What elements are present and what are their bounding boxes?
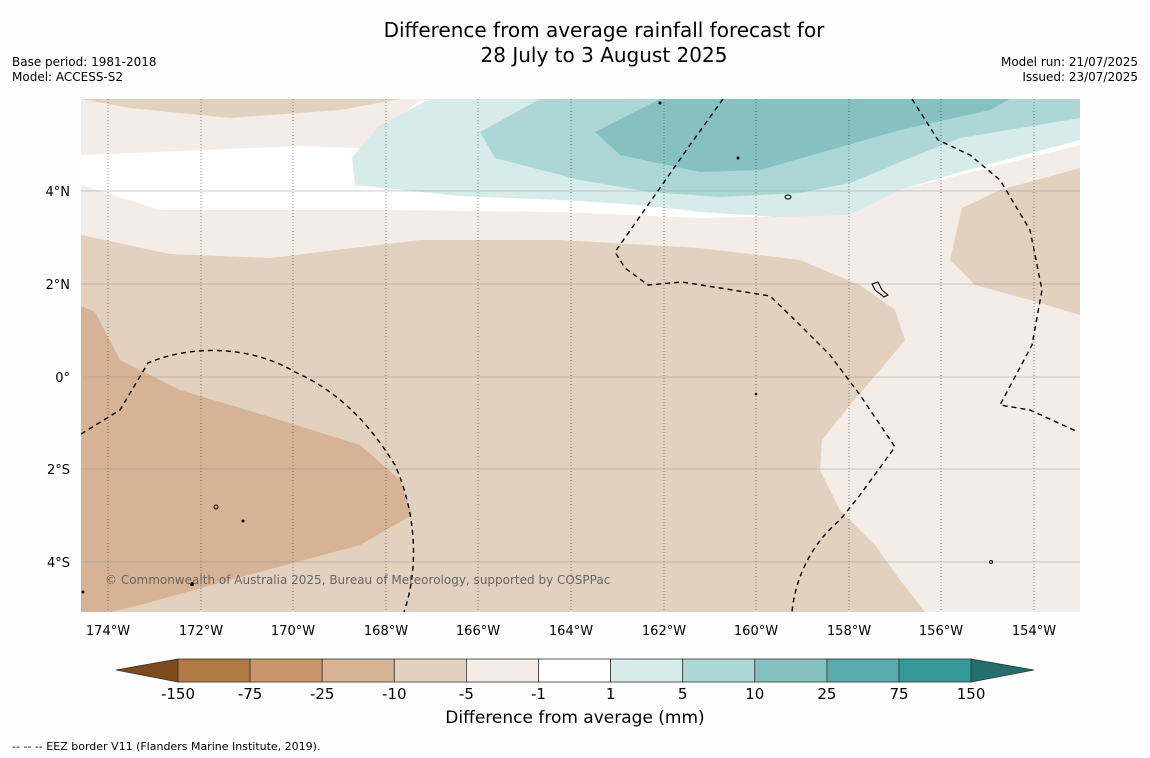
lon-label: 166°W bbox=[456, 624, 500, 639]
colorbar-tick-label: -75 bbox=[238, 685, 263, 703]
lon-label: 154°W bbox=[1012, 624, 1056, 639]
colorbar-tick-label: -5 bbox=[459, 685, 474, 703]
colorbar-bin bbox=[538, 658, 611, 683]
colorbar-bin bbox=[393, 658, 467, 683]
colorbar-bin bbox=[321, 658, 395, 683]
lon-label: 162°W bbox=[642, 624, 686, 639]
title-line-1: Difference from average rainfall forecas… bbox=[383, 18, 825, 42]
colorbar-tick-label: 25 bbox=[817, 685, 836, 703]
lon-label: 170°W bbox=[271, 624, 315, 639]
base-period: Base period: 1981-2018 bbox=[12, 55, 157, 69]
lat-label: 2°N bbox=[46, 278, 71, 293]
model-name: Model: ACCESS-S2 bbox=[12, 70, 124, 84]
islands bbox=[81, 101, 993, 594]
model-run: Model run: 21/07/2025 bbox=[1000, 55, 1138, 69]
colorbar-tick-label: 5 bbox=[678, 685, 688, 703]
eez-footnote: -- -- -- EEZ border V11 (Flanders Marine… bbox=[12, 740, 321, 753]
colorbar-ticks: -150 -75 -25 -10 -5 -1 1 5 10 25 75 150 bbox=[161, 685, 985, 703]
colorbar-tick-label: -1 bbox=[531, 685, 546, 703]
contour-fill-10-25 bbox=[595, 99, 1010, 172]
lat-label: 0° bbox=[55, 371, 70, 386]
colorbar-bin bbox=[177, 658, 251, 683]
colorbar-bin bbox=[465, 658, 539, 683]
colorbar-tick-label: 10 bbox=[745, 685, 764, 703]
lon-label: 168°W bbox=[364, 624, 408, 639]
colorbar-extend-high bbox=[970, 658, 1035, 683]
colorbar-tick-label: 75 bbox=[889, 685, 908, 703]
colorbar-bin bbox=[610, 658, 684, 683]
eez-borders bbox=[81, 99, 1079, 612]
latitude-gridlines bbox=[81, 190, 1080, 563]
lon-label: 172°W bbox=[179, 624, 223, 639]
lon-label: 156°W bbox=[919, 624, 963, 639]
lon-label: 174°W bbox=[86, 624, 130, 639]
colorbar-tick-label: -25 bbox=[310, 685, 335, 703]
colorbar-bin bbox=[826, 658, 900, 683]
colorbar-bin bbox=[754, 658, 828, 683]
title-line-2: 28 July to 3 August 2025 bbox=[480, 43, 728, 67]
colorbar-bin bbox=[898, 658, 972, 683]
rainfall-map bbox=[81, 99, 1080, 612]
map-title: Difference from average rainfall forecas… bbox=[0, 18, 1150, 68]
lon-label: 160°W bbox=[734, 624, 778, 639]
lon-label: 164°W bbox=[549, 624, 593, 639]
issued-date: Issued: 23/07/2025 bbox=[1022, 70, 1138, 84]
meta-left: Base period: 1981-2018 Model: ACCESS-S2 bbox=[12, 55, 157, 85]
lat-label: 2°S bbox=[47, 463, 70, 478]
lat-label: 4°N bbox=[46, 185, 71, 200]
lat-label: 4°S bbox=[47, 556, 70, 571]
lon-label: 158°W bbox=[827, 624, 871, 639]
colorbar: -150 -75 -25 -10 -5 -1 1 5 10 25 75 150 bbox=[115, 658, 1035, 703]
colorbar-bins bbox=[177, 658, 972, 683]
colorbar-bin bbox=[682, 658, 756, 683]
colorbar-tick-label: -150 bbox=[161, 685, 195, 703]
copyright-notice: © Commonwealth of Australia 2025, Bureau… bbox=[105, 573, 610, 587]
meta-right: Model run: 21/07/2025 Issued: 23/07/2025 bbox=[1001, 55, 1138, 85]
colorbar-tick-label: 150 bbox=[957, 685, 986, 703]
contour-fill-top bbox=[81, 99, 400, 118]
lon-labels: 174°W 172°W 170°W 168°W 166°W 164°W 162°… bbox=[86, 624, 1056, 639]
contour-fill-east bbox=[950, 168, 1080, 315]
colorbar-extend-low bbox=[115, 658, 179, 683]
colorbar-tick-label: 1 bbox=[606, 685, 616, 703]
colorbar-tick-label: -10 bbox=[382, 685, 407, 703]
contour-fill--10--25 bbox=[81, 306, 412, 612]
lat-labels: 4°N 2°N 0° 2°S 4°S bbox=[46, 185, 71, 571]
colorbar-bin bbox=[249, 658, 323, 683]
colorbar-label: Difference from average (mm) bbox=[445, 708, 705, 728]
